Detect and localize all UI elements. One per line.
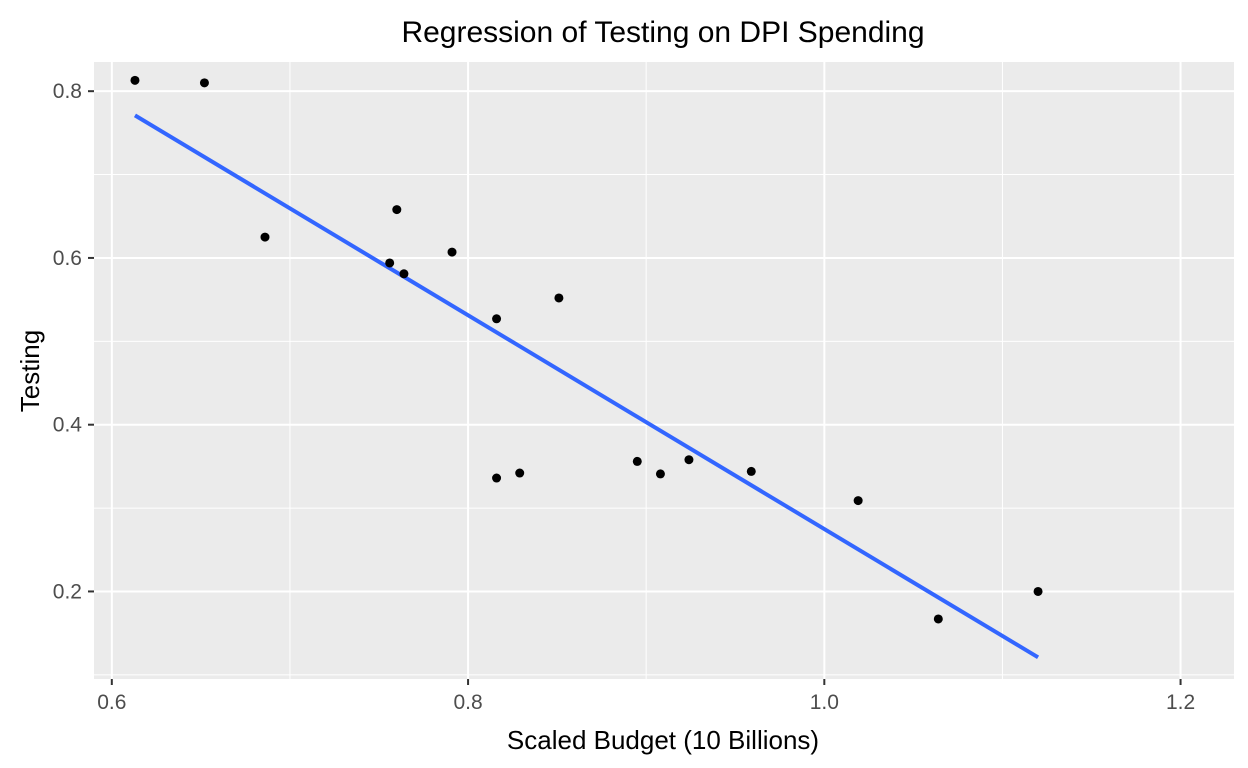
- y-axis-ticks: 0.2 0.4 0.6 0.8: [53, 80, 94, 603]
- x-tick-label: 0.8: [453, 691, 482, 714]
- data-points: [130, 75, 1043, 624]
- data-point: [492, 473, 502, 483]
- data-point: [447, 247, 457, 257]
- data-point: [632, 456, 642, 466]
- y-tick-label: 0.2: [53, 580, 82, 603]
- data-point: [554, 293, 564, 303]
- data-point: [399, 269, 409, 279]
- data-point: [130, 75, 140, 85]
- data-point: [260, 232, 270, 242]
- chart-title: Regression of Testing on DPI Spending: [401, 16, 924, 49]
- data-point: [199, 78, 209, 88]
- data-point: [385, 258, 395, 268]
- x-tick-label: 0.6: [97, 691, 126, 714]
- minor-gridlines: [94, 62, 1234, 679]
- data-point: [746, 466, 756, 476]
- data-point: [515, 468, 525, 478]
- data-point: [933, 614, 943, 624]
- x-tick-label: 1.2: [1166, 691, 1195, 714]
- y-tick-label: 0.8: [53, 80, 82, 103]
- data-point: [392, 205, 402, 215]
- x-axis-title: Scaled Budget (10 Billions): [507, 725, 819, 755]
- data-point: [684, 455, 694, 465]
- data-point: [853, 496, 863, 506]
- regression-line: [133, 113, 1040, 660]
- y-tick-label: 0.6: [53, 247, 82, 270]
- y-axis-title: Testing: [15, 330, 45, 412]
- major-gridlines: [94, 62, 1234, 679]
- y-tick-label: 0.4: [53, 414, 83, 437]
- data-point: [1033, 586, 1043, 596]
- data-point: [492, 314, 502, 324]
- x-axis-ticks: 0.6 0.8 1.0 1.2: [97, 679, 1195, 714]
- data-point: [655, 469, 665, 479]
- plot-panel: [94, 62, 1234, 679]
- x-tick-label: 1.0: [810, 691, 839, 714]
